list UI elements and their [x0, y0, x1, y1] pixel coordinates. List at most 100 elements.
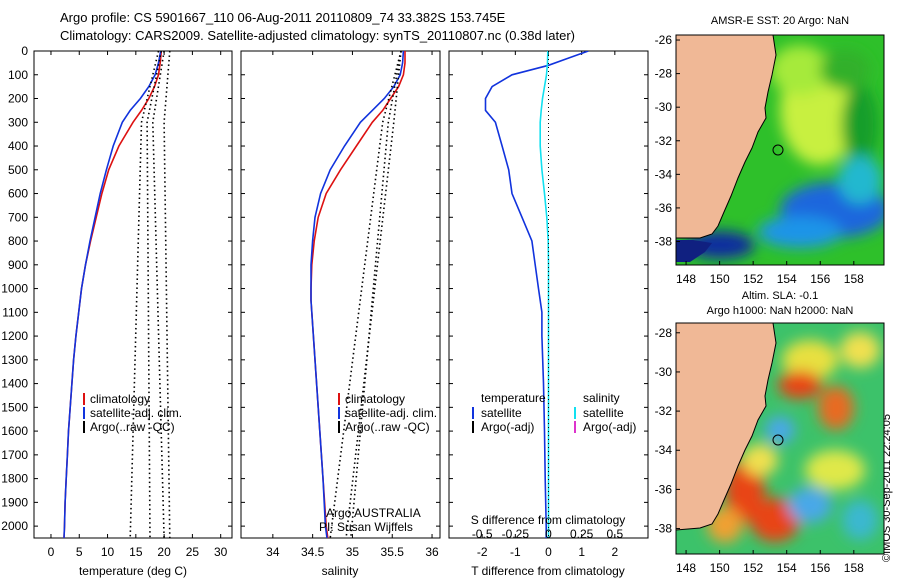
tdiff-xtick-label: 2	[611, 545, 618, 559]
salinity-axes	[240, 50, 441, 539]
sst-field	[685, 45, 884, 259]
difference-x-axis: -2 -1 0 1 2	[449, 50, 648, 559]
depth-tick-label: 1000	[1, 282, 28, 296]
map-xtick-label: 154	[777, 272, 797, 286]
depth-tick-label: 400	[8, 139, 28, 153]
depth-tick-label: 1700	[1, 448, 28, 462]
depth-tick-label: 900	[8, 258, 28, 272]
sla-map-frame	[675, 322, 885, 555]
series-argo-raw-2	[350, 51, 402, 538]
series-argo-raw-4	[129, 51, 160, 538]
map-xtick-label: 152	[743, 561, 763, 575]
map2-title-line2: Argo h1000: NaN h2000: NaN	[706, 305, 854, 317]
series-t-satellite	[484, 51, 589, 538]
temperature-xlabel: temperature (deg C)	[79, 564, 187, 578]
depth-tick-label: 1200	[1, 329, 28, 343]
series-argo-raw-1	[163, 51, 171, 538]
depth-tick-label: 1900	[1, 495, 28, 509]
legend-title-temperature: temperature	[481, 391, 546, 405]
sla-land	[676, 323, 777, 531]
legend-t-argo: Argo(-adj)	[481, 420, 534, 434]
depth-tick-label: 1800	[1, 472, 28, 486]
series-satellite-adj-clim-	[63, 51, 162, 538]
map-xtick-label: 158	[844, 561, 864, 575]
sla-argo-marker	[772, 434, 784, 446]
legend-satellite-clim: satellite-adj. clim.	[345, 406, 437, 420]
depth-tick-label: 2000	[1, 519, 28, 533]
sdiff-tick-label: -0.5	[472, 527, 493, 541]
temperature-series	[63, 51, 171, 538]
depth-tick-label: 0	[21, 44, 28, 58]
temperature-xtick-label: 20	[157, 545, 171, 559]
legend-climatology: climatology	[90, 392, 150, 406]
tdiff-xlabel: T difference from climatology	[471, 564, 625, 578]
depth-tick-label: 1500	[1, 400, 28, 414]
salinity-xtick-label: 35	[346, 545, 360, 559]
map-ytick-label: -30	[655, 365, 673, 379]
salinity-xlabel: salinity	[322, 564, 359, 578]
series-argo-raw-3	[146, 51, 163, 538]
map-ytick-label: -28	[655, 326, 673, 340]
sst-argo-marker	[772, 144, 784, 156]
legend-title-salinity: salinity	[583, 391, 620, 405]
map-ytick-label: -30	[655, 100, 673, 114]
difference-legend: temperature satellite Argo(-adj) salinit…	[472, 391, 636, 434]
map-ytick-label: -26	[655, 33, 673, 47]
tdiff-xtick-label: -1	[510, 545, 521, 559]
tdiff-xtick-label: 1	[578, 545, 585, 559]
depth-tick-label: 200	[8, 92, 28, 106]
temperature-xtick-label: 10	[101, 545, 115, 559]
map-xtick-label: 152	[743, 272, 763, 286]
map-ytick-label: -28	[655, 67, 673, 81]
map-ytick-label: -36	[655, 482, 673, 496]
map-ytick-label: -32	[655, 404, 673, 418]
salinity-xtick-label: 34.5	[301, 545, 325, 559]
sla-map: 148 150 152 154 156 158 -28 -30 -32 -34 -36 -38	[655, 322, 885, 575]
argo-program-annotation: Argo AUSTRALIA	[326, 506, 421, 520]
tdiff-xtick-label: -2	[477, 545, 488, 559]
series-argo-raw-1	[345, 51, 402, 538]
sdiff-tick-label: 0.25	[570, 527, 594, 541]
sla-map-axes: 148 150 152 154 156 158 -28 -30 -32 -34 -36 -38	[655, 326, 864, 575]
map2-title-line1: Altim. SLA: -0.1	[741, 290, 819, 302]
series-climatology	[63, 51, 163, 538]
depth-tick-label: 1400	[1, 377, 28, 391]
temperature-axes	[33, 50, 233, 539]
legend-argo-raw: Argo(..raw -QC)	[345, 420, 430, 434]
salinity-legend: climatology satellite-adj. clim. Argo(..…	[338, 392, 437, 434]
map-ytick-label: -38	[655, 234, 673, 248]
map-xtick-label: 154	[777, 561, 797, 575]
temperature-xtick-label: 15	[129, 545, 143, 559]
temperature-x-axis: 0 5 10 15 20 25 30	[34, 50, 232, 559]
map-ytick-label: -36	[655, 201, 673, 215]
depth-tick-label: 800	[8, 234, 28, 248]
depth-tick-label: 700	[8, 210, 28, 224]
temperature-xtick-label: 5	[76, 545, 83, 559]
pi-annotation: PI: Susan Wijffels	[319, 520, 413, 534]
sst-map-axes: 148 150 152 154 156 158 -26 -28 -30 -32 -34 -36 -38	[655, 33, 864, 286]
map-xtick-label: 156	[810, 561, 830, 575]
map-ytick-label: -34	[655, 443, 673, 457]
sst-map-frame	[675, 34, 885, 266]
tdiff-xtick-label: 0	[545, 545, 552, 559]
depth-tick-label: 1600	[1, 424, 28, 438]
profile-title-line2: Climatology: CARS2009. Satellite-adjuste…	[60, 28, 575, 43]
salinity-x-axis: 34 34.5 35 35.5 36	[241, 50, 440, 559]
depth-tick-label: 300	[8, 115, 28, 129]
salinity-series	[310, 51, 406, 538]
sst-map: 148 150 152 154 156 158 -26 -28 -30 -32 -34 -36 -38	[655, 33, 885, 286]
map-ytick-label: -38	[655, 522, 673, 536]
map-xtick-label: 148	[676, 272, 696, 286]
legend-s-argo: Argo(-adj)	[583, 420, 636, 434]
depth-tick-label: 1300	[1, 353, 28, 367]
map-xtick-label: 156	[810, 272, 830, 286]
map-xtick-label: 150	[710, 561, 730, 575]
legend-s-satellite: satellite	[583, 406, 624, 420]
depth-tick-label: 600	[8, 187, 28, 201]
legend-t-satellite: satellite	[481, 406, 522, 420]
difference-series	[484, 51, 589, 538]
map1-title: AMSR-E SST: 20 Argo: NaN	[710, 15, 850, 27]
sst-land	[676, 35, 777, 239]
sdiff-tick-label: -0.25	[502, 527, 530, 541]
